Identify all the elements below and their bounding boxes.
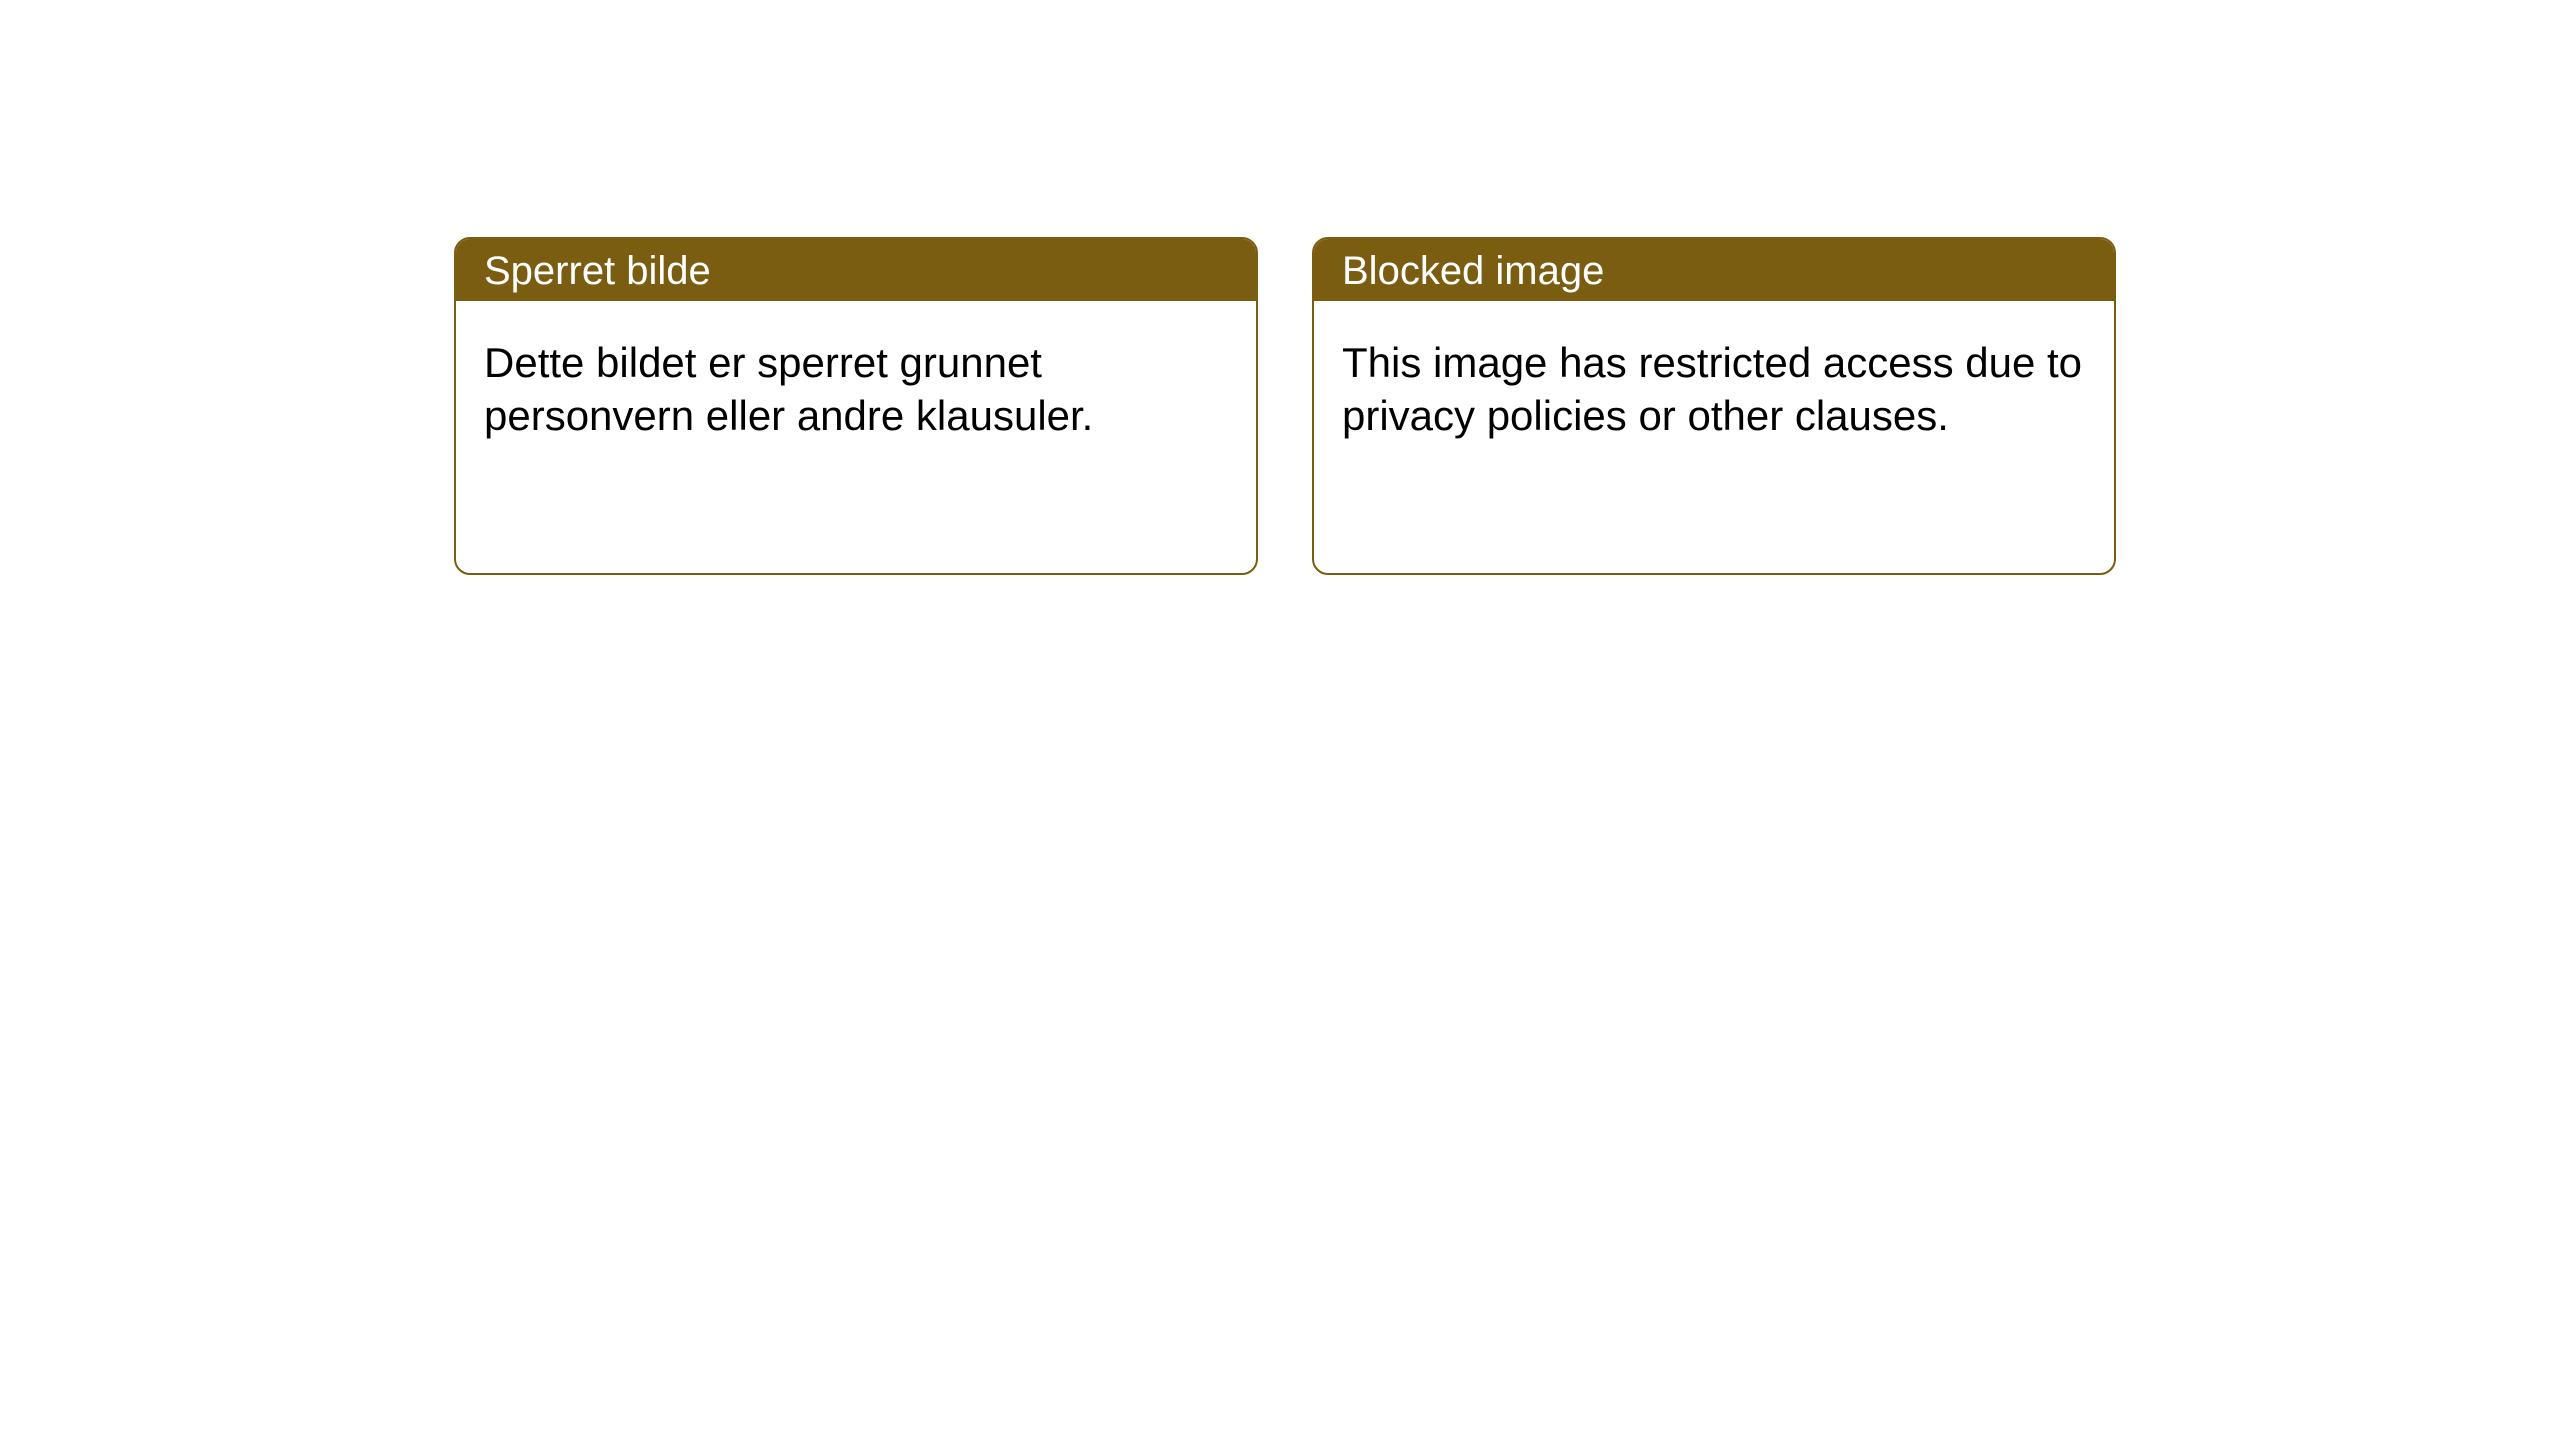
notice-card-norwegian: Sperret bilde Dette bildet er sperret gr… bbox=[454, 237, 1258, 575]
notice-body-english: This image has restricted access due to … bbox=[1314, 301, 2114, 478]
notice-header-norwegian: Sperret bilde bbox=[456, 239, 1256, 301]
notice-body-norwegian: Dette bildet er sperret grunnet personve… bbox=[456, 301, 1256, 478]
notice-card-english: Blocked image This image has restricted … bbox=[1312, 237, 2116, 575]
notice-cards-row: Sperret bilde Dette bildet er sperret gr… bbox=[454, 237, 2116, 575]
notice-header-english: Blocked image bbox=[1314, 239, 2114, 301]
